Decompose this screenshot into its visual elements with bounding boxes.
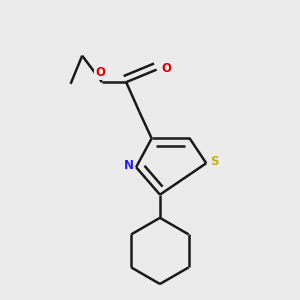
Text: N: N — [124, 159, 134, 172]
Text: S: S — [210, 155, 219, 168]
Text: O: O — [161, 62, 171, 75]
Text: O: O — [95, 66, 105, 79]
